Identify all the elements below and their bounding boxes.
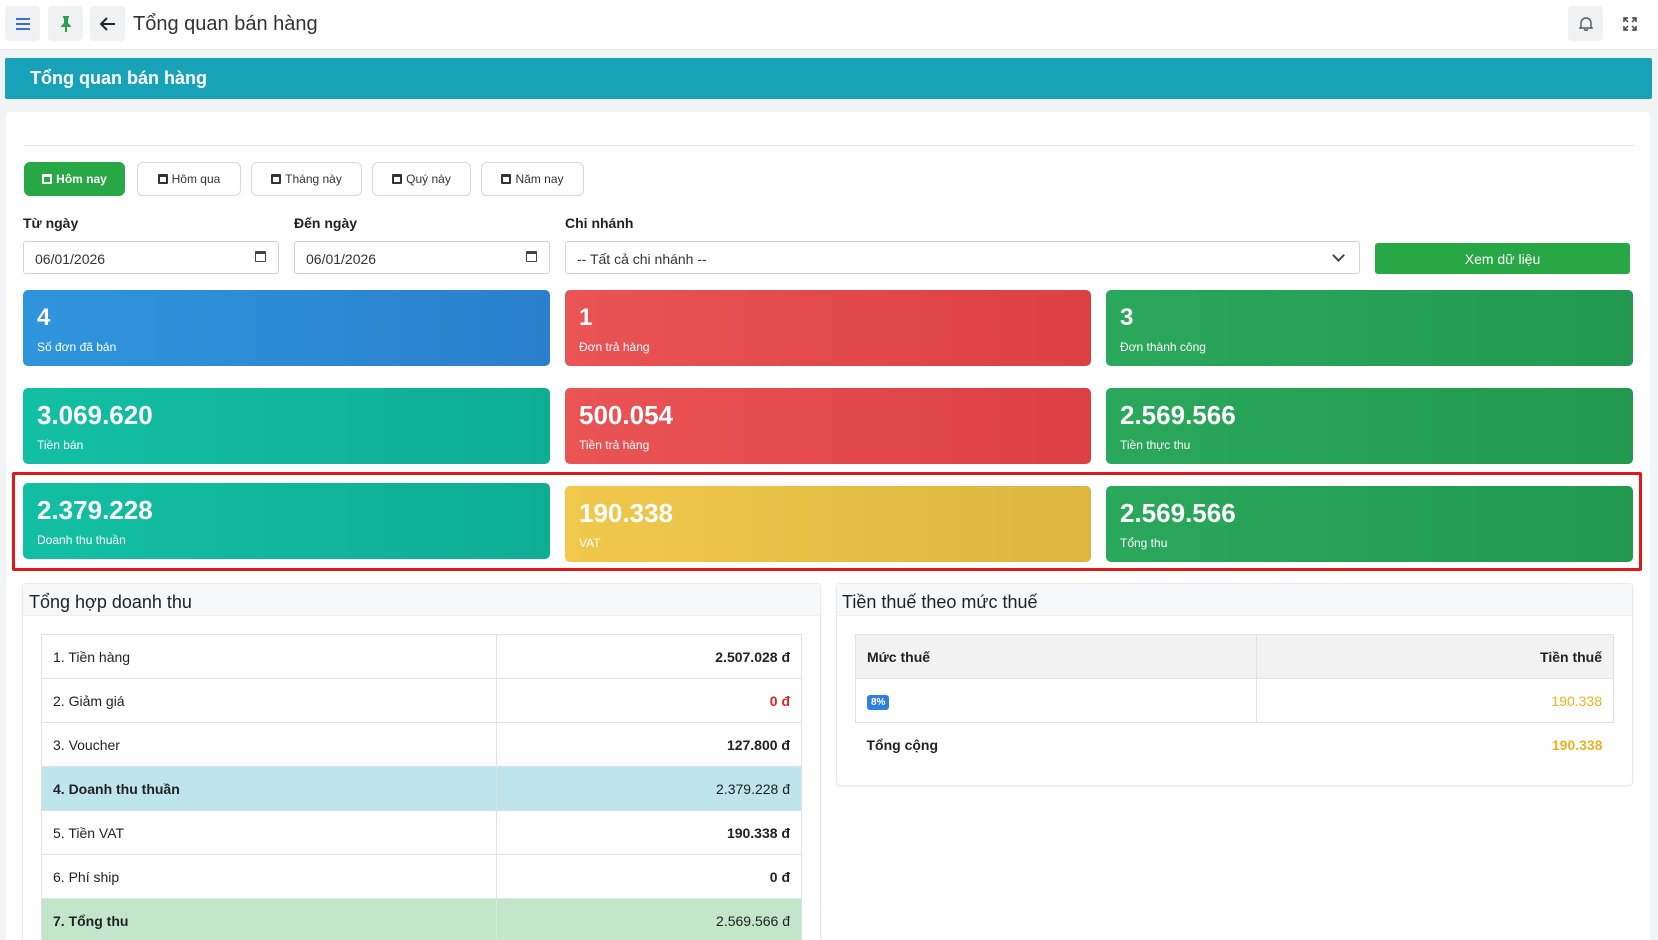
stat-total-income: 2.569.566 Tổng thu bbox=[1106, 486, 1633, 562]
tax-table: Mức thuế Tiền thuế 8% 190.338 Tổng cộng … bbox=[854, 634, 1614, 767]
to-date-input[interactable]: 06/01/2026 bbox=[294, 241, 550, 274]
revenue-table: 1. Tiền hàng 2.507.028 đ 2. Giảm giá 0 đ 3… bbox=[40, 634, 802, 940]
page-title: Tổng quan bán hàng bbox=[30, 68, 207, 88]
stat-return-amount: 500.054 Tiền trả hàng bbox=[565, 388, 1091, 464]
from-date-label: Từ ngày bbox=[23, 215, 79, 231]
highlight-frame bbox=[12, 472, 1642, 571]
divider bbox=[24, 145, 1634, 146]
tax-rate-badge: 8% bbox=[867, 694, 890, 710]
stat-vat: 190.338 VAT bbox=[565, 486, 1091, 562]
table-row: 7. Tổng thu 2.569.566 đ bbox=[40, 898, 802, 940]
table-row: 8% 190.338 bbox=[854, 678, 1614, 723]
from-date-input[interactable]: 06/01/2026 bbox=[23, 241, 279, 274]
table-header-row: Mức thuế Tiền thuế bbox=[854, 634, 1614, 679]
calendar-icon bbox=[271, 174, 282, 184]
to-date-label: Đến ngày bbox=[294, 215, 358, 231]
fullscreen-icon[interactable] bbox=[1612, 6, 1647, 41]
table-row: 3. Voucher 127.800 đ bbox=[40, 722, 802, 767]
top-bar: Tổng quan bán hàng bbox=[0, 0, 1658, 50]
window-title: Tổng quan bán hàng bbox=[133, 13, 318, 35]
chevron-down-icon bbox=[1332, 249, 1345, 262]
table-row: 4. Doanh thu thuần 2.379.228 đ bbox=[40, 766, 802, 811]
period-today-button[interactable]: Hôm nay bbox=[24, 162, 125, 196]
view-data-button[interactable]: Xem dữ liệu bbox=[1375, 243, 1630, 274]
back-button[interactable] bbox=[90, 6, 125, 41]
table-row: 5. Tiền VAT 190.338 đ bbox=[40, 810, 802, 855]
pin-icon[interactable] bbox=[48, 6, 83, 41]
tax-by-rate-panel: Tiền thuế theo mức thuế Mức thuế Tiền th… bbox=[836, 583, 1633, 786]
calendar-icon bbox=[501, 174, 512, 184]
stat-successful-orders: 3 Đơn thành công bbox=[1106, 290, 1633, 366]
menu-icon[interactable] bbox=[5, 6, 40, 41]
page-header: Tổng quan bán hàng bbox=[5, 58, 1652, 99]
calendar-icon[interactable] bbox=[255, 251, 266, 262]
calendar-icon bbox=[42, 174, 53, 184]
stat-orders-sold: 4 Số đơn đã bán bbox=[23, 290, 550, 366]
stat-net-revenue: 2.379.228 Doanh thu thuần bbox=[23, 483, 550, 559]
table-row: 6. Phí ship 0 đ bbox=[40, 854, 802, 899]
table-row: 2. Giảm giá 0 đ bbox=[40, 678, 802, 723]
stat-return-orders: 1 Đơn trả hàng bbox=[565, 290, 1091, 366]
period-this-quarter-button[interactable]: Quý này bbox=[372, 162, 471, 196]
calendar-icon bbox=[157, 174, 168, 184]
revenue-summary-panel: Tổng hợp doanh thu 1. Tiền hàng 2.507.028… bbox=[22, 583, 821, 940]
table-row: 1. Tiền hàng 2.507.028 đ bbox=[40, 634, 802, 679]
arrow-left-icon bbox=[99, 16, 115, 31]
bell-icon[interactable] bbox=[1568, 6, 1603, 41]
stat-sales-amount: 3.069.620 Tiền bán bbox=[23, 388, 550, 464]
calendar-icon bbox=[392, 174, 403, 184]
period-this-month-button[interactable]: Tháng này bbox=[251, 162, 362, 196]
branch-select[interactable]: -- Tất cả chi nhánh -- bbox=[565, 241, 1360, 274]
calendar-icon[interactable] bbox=[526, 251, 537, 262]
period-yesterday-button[interactable]: Hôm qua bbox=[137, 162, 241, 196]
tax-by-rate-title: Tiền thuế theo mức thuế bbox=[842, 592, 1038, 612]
period-this-year-button[interactable]: Năm nay bbox=[481, 162, 584, 196]
branch-label: Chi nhánh bbox=[565, 215, 634, 231]
table-total-row: Tổng cộng 190.338 bbox=[855, 722, 1614, 767]
revenue-summary-title: Tổng hợp doanh thu bbox=[29, 592, 192, 612]
stat-actual-income: 2.569.566 Tiền thực thu bbox=[1106, 388, 1633, 464]
